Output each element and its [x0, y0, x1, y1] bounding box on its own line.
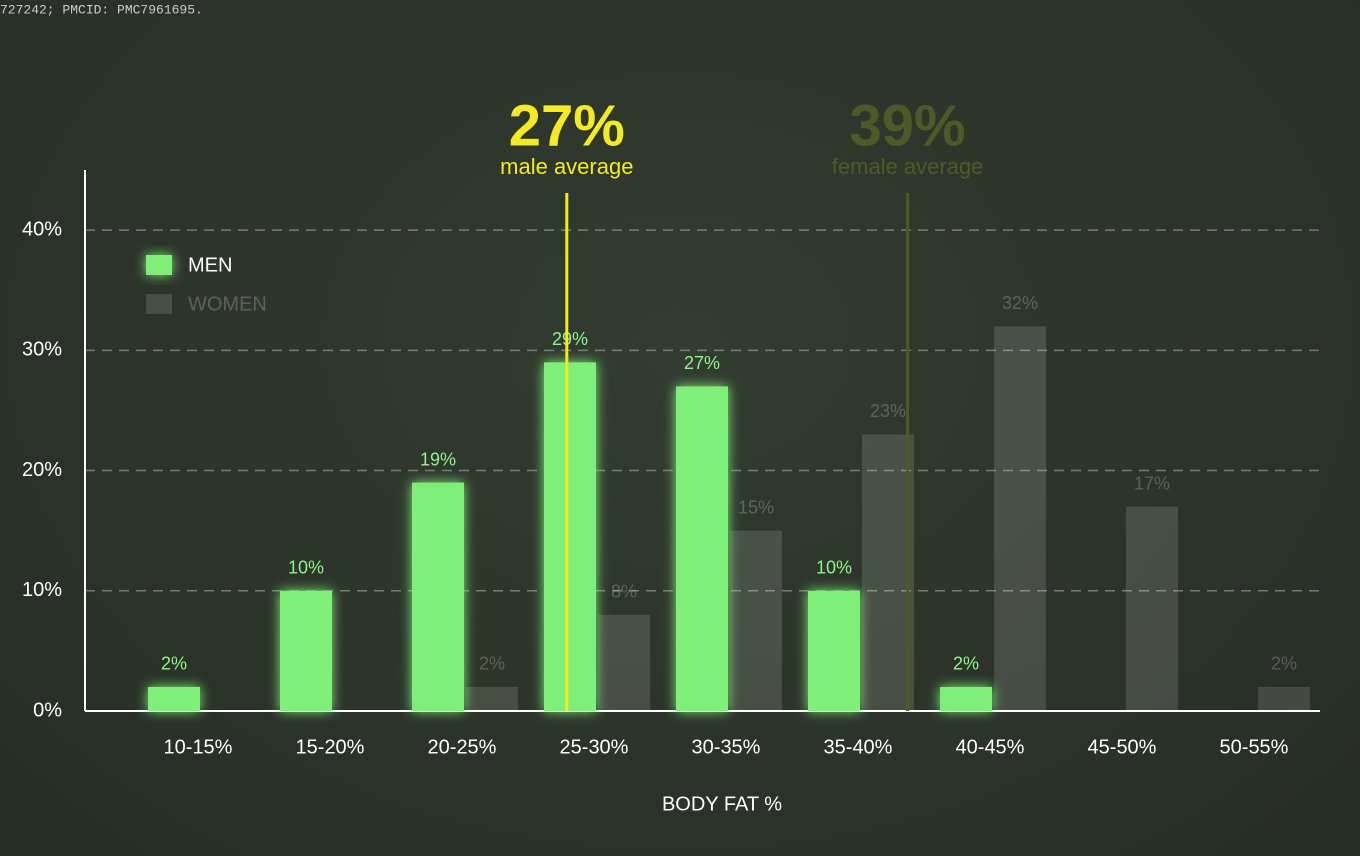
bar	[1258, 686, 1310, 711]
value-label: 29%	[552, 329, 588, 349]
value-label: 10%	[816, 558, 852, 578]
value-label: 32%	[1002, 293, 1038, 313]
y-tick-label: 20%	[22, 459, 62, 481]
x-tick-label: 10-15%	[164, 736, 233, 758]
value-label: 2%	[953, 654, 979, 674]
y-tick-label: 10%	[22, 579, 62, 601]
value-label: 17%	[1134, 473, 1170, 493]
bar	[862, 434, 914, 711]
bar	[466, 686, 518, 711]
x-tick-label: 15-20%	[296, 736, 365, 758]
bar	[730, 530, 782, 711]
bar	[1126, 506, 1178, 711]
value-label: 10%	[288, 558, 324, 578]
source-text: 727242; PMCID: PMC7961695.	[0, 2, 203, 17]
bar	[940, 686, 992, 711]
legend-swatch	[146, 294, 172, 314]
x-tick-label: 30-35%	[692, 736, 761, 758]
x-tick-label: 45-50%	[1088, 736, 1157, 758]
y-tick-label: 0%	[33, 699, 62, 721]
legend-swatch	[146, 255, 172, 275]
x-tick-label: 50-55%	[1220, 736, 1289, 758]
value-label: 2%	[161, 654, 187, 674]
value-label: 19%	[420, 449, 456, 469]
bar	[994, 326, 1046, 711]
bar	[280, 590, 332, 711]
value-label: 2%	[1271, 654, 1297, 674]
bar	[598, 614, 650, 711]
bar	[676, 386, 728, 711]
legend-label: WOMEN	[188, 293, 267, 315]
x-axis-label: BODY FAT %	[662, 793, 782, 815]
x-tick-label: 40-45%	[956, 736, 1025, 758]
bar	[148, 686, 200, 711]
bar	[808, 590, 860, 711]
y-tick-label: 30%	[22, 339, 62, 361]
average-text: female average	[832, 154, 984, 179]
value-label: 2%	[479, 654, 505, 674]
bar	[412, 482, 464, 711]
average-value: 27%	[509, 93, 625, 158]
legend-label: MEN	[188, 254, 232, 276]
value-label: 27%	[684, 353, 720, 373]
y-tick-label: 40%	[22, 218, 62, 240]
x-tick-label: 35-40%	[824, 736, 893, 758]
average-value: 39%	[850, 93, 966, 158]
value-label: 15%	[738, 497, 774, 517]
average-text: male average	[500, 154, 633, 179]
x-tick-label: 20-25%	[428, 736, 497, 758]
value-label: 23%	[870, 401, 906, 421]
x-tick-label: 25-30%	[560, 736, 629, 758]
value-label: 8%	[611, 582, 637, 602]
bar	[544, 362, 596, 711]
